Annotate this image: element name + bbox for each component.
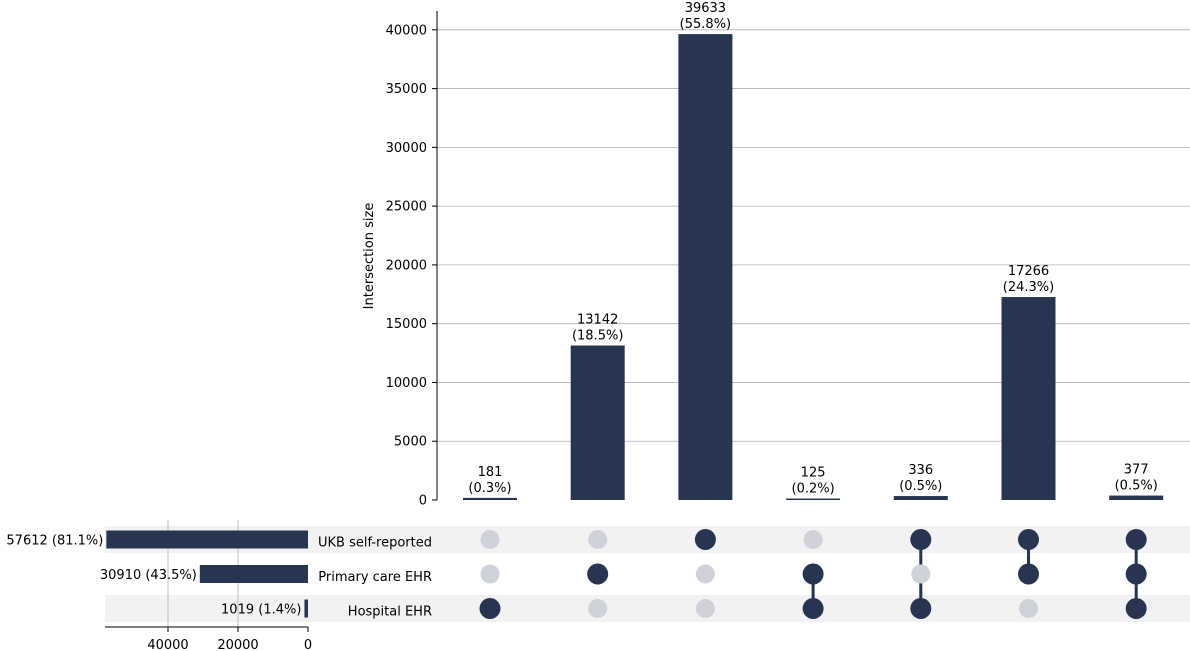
intersection-bar	[570, 345, 625, 500]
set-size-bar	[199, 565, 308, 583]
bar-count-label: 13142	[577, 313, 618, 328]
bar-percent-label: (18.5%)	[572, 329, 623, 344]
set-size-bar	[106, 530, 308, 549]
bar-percent-label: (24.3%)	[1003, 280, 1054, 295]
y-tick-label: 10000	[386, 376, 427, 391]
intersection-bar	[1001, 297, 1056, 500]
set-size-tick-label: 40000	[147, 638, 188, 651]
intersection-bar	[786, 498, 841, 500]
y-tick-label: 0	[419, 494, 427, 509]
bar-count-label: 17266	[1008, 264, 1049, 279]
matrix-dot-active	[1125, 563, 1147, 585]
intersection-bar	[1109, 495, 1164, 500]
matrix-dot-active	[1125, 598, 1147, 619]
matrix-dot-inactive	[803, 530, 823, 549]
matrix-dot-active	[479, 598, 501, 619]
bar-percent-label: (0.5%)	[1115, 479, 1158, 494]
matrix-dot-active	[910, 529, 932, 550]
bar-count-label: 336	[908, 463, 933, 478]
bar-count-label: 377	[1124, 463, 1149, 478]
set-size-tick-label: 20000	[217, 638, 258, 651]
matrix-dot-active	[587, 563, 609, 585]
matrix-dot-active	[802, 598, 824, 619]
set-size-label: 57612 (81.1%)	[6, 534, 103, 549]
y-tick-label: 25000	[386, 200, 427, 215]
set-size-tick-label: 0	[304, 638, 312, 651]
y-tick-label: 20000	[386, 258, 427, 273]
set-size-label: 1019 (1.4%)	[221, 603, 301, 618]
matrix-dot-inactive	[588, 599, 608, 618]
bar-percent-label: (0.3%)	[468, 481, 511, 496]
y-tick-label: 5000	[394, 435, 427, 450]
matrix-dot-inactive	[588, 530, 608, 549]
y-axis-label: Intersection size	[362, 203, 377, 310]
y-tick-label: 30000	[386, 141, 427, 156]
matrix-dot-inactive	[695, 564, 715, 584]
set-name-label: UKB self-reported	[318, 536, 432, 551]
intersection-bar	[678, 34, 733, 501]
matrix-dot-inactive	[911, 564, 931, 584]
bar-count-label: 181	[478, 465, 503, 480]
matrix-dot-inactive	[480, 564, 500, 584]
set-size-bar	[304, 599, 308, 618]
bar-percent-label: (0.2%)	[792, 482, 835, 497]
bar-percent-label: (0.5%)	[899, 479, 942, 494]
y-tick-label: 40000	[386, 23, 427, 38]
set-size-label: 30910 (43.5%)	[100, 568, 197, 583]
matrix-row-shade	[105, 595, 1190, 622]
set-name-label: Hospital EHR	[348, 605, 432, 620]
y-tick-label: 35000	[386, 82, 427, 97]
matrix-dot-inactive	[480, 530, 500, 549]
bar-percent-label: (55.8%)	[680, 17, 731, 32]
matrix-dot-active	[694, 529, 716, 550]
intersection-bar	[893, 496, 948, 500]
y-tick-label: 15000	[386, 317, 427, 332]
set-name-label: Primary care EHR	[318, 570, 432, 585]
matrix-dot-active	[802, 563, 824, 585]
matrix-dot-active	[1018, 529, 1039, 550]
matrix-dot-active	[910, 598, 932, 619]
matrix-dot-inactive	[1019, 599, 1038, 618]
bar-count-label: 39633	[685, 1, 726, 16]
intersection-bar	[463, 497, 517, 500]
matrix-dot-inactive	[695, 599, 715, 618]
matrix-dot-active	[1018, 563, 1039, 585]
matrix-dot-active	[1125, 529, 1147, 550]
bar-count-label: 125	[801, 466, 826, 481]
